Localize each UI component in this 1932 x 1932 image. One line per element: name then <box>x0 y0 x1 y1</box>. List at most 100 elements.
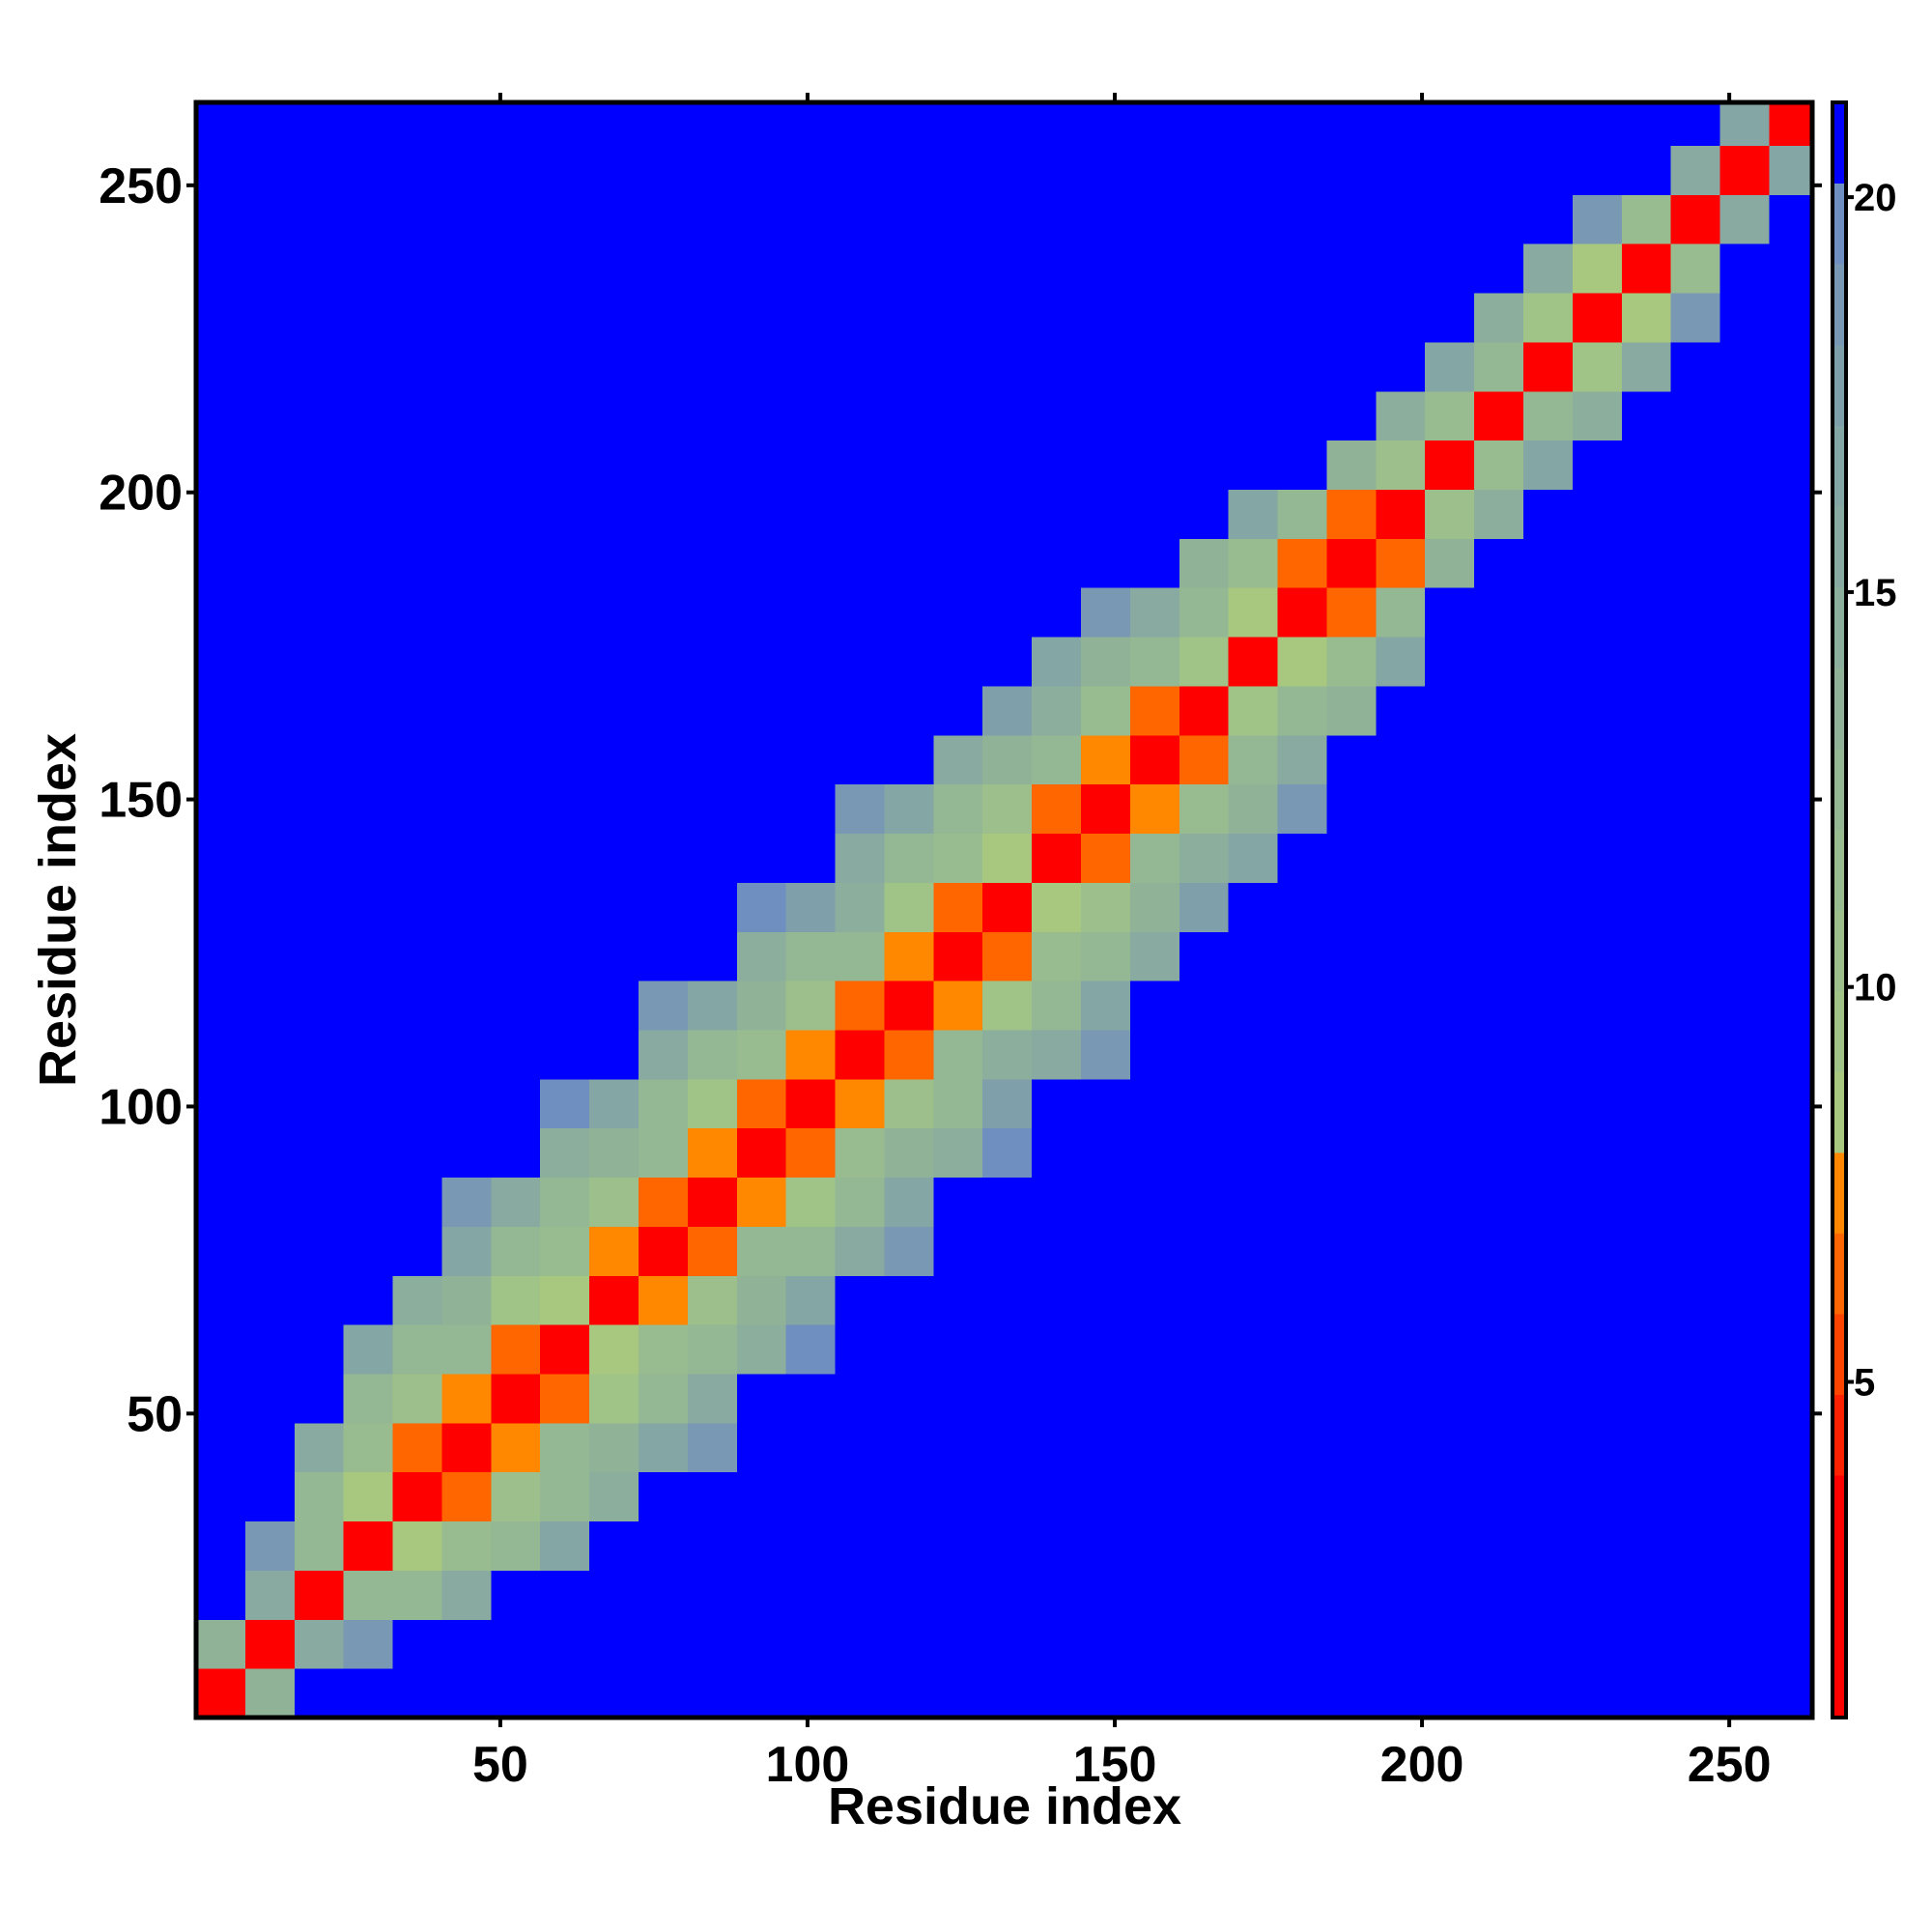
heatmap-cell <box>1081 1570 1131 1620</box>
heatmap-cell <box>244 783 296 835</box>
heatmap-cell <box>1179 1275 1230 1325</box>
heatmap-cell <box>835 1471 885 1522</box>
heatmap-cell <box>244 882 296 932</box>
heatmap-cell <box>244 341 296 392</box>
heatmap-cell <box>294 882 345 932</box>
heatmap-cell <box>1474 243 1524 294</box>
heatmap-cell <box>1081 637 1131 687</box>
heatmap-cell <box>687 1177 738 1227</box>
heatmap-cell <box>884 538 934 588</box>
heatmap-cell <box>1179 734 1230 785</box>
heatmap-cell <box>639 637 689 687</box>
heatmap-cell <box>1719 1471 1770 1522</box>
heatmap-cell <box>1032 243 1082 294</box>
heatmap-cell <box>1326 587 1377 638</box>
heatmap-cell <box>1769 489 1812 539</box>
heatmap-cell <box>294 1177 345 1227</box>
heatmap-cell <box>1425 1619 1475 1669</box>
heatmap-cell <box>1081 1177 1131 1227</box>
heatmap-cell <box>343 1422 394 1473</box>
heatmap-cell <box>1081 102 1131 147</box>
heatmap-cell <box>639 1127 689 1179</box>
heatmap-cell <box>1670 882 1721 932</box>
heatmap-cell <box>1179 1226 1230 1276</box>
heatmap-cell <box>1425 783 1475 835</box>
heatmap-cell <box>1376 783 1426 835</box>
heatmap-cell <box>589 102 639 147</box>
heatmap-cell <box>639 243 689 294</box>
heatmap-cell <box>294 1471 345 1522</box>
heatmap-cell <box>1572 1520 1623 1571</box>
heatmap-cell <box>1670 390 1721 441</box>
heatmap-cell <box>1032 1619 1082 1669</box>
heatmap-cell <box>441 1127 492 1179</box>
heatmap-cell <box>392 1619 442 1669</box>
heatmap-cell <box>1425 685 1475 736</box>
heatmap-cell <box>1572 1127 1623 1179</box>
heatmap-cell <box>687 1127 738 1179</box>
heatmap-cell <box>785 1127 837 1179</box>
heatmap-cell <box>1670 1520 1721 1571</box>
heatmap-cell <box>1228 783 1279 835</box>
heatmap-cell <box>540 243 590 294</box>
colorbar-band <box>1833 668 1846 750</box>
heatmap-cell <box>1474 1177 1524 1227</box>
heatmap-cell <box>540 980 590 1031</box>
heatmap-cell <box>1228 1520 1279 1571</box>
heatmap-cell <box>441 1471 492 1522</box>
heatmap-cell <box>196 587 246 638</box>
heatmap-cell <box>392 882 442 932</box>
heatmap-cell <box>540 1668 590 1718</box>
heatmap-cell <box>884 390 934 441</box>
heatmap-cell <box>1572 489 1623 539</box>
heatmap-cell <box>491 931 541 981</box>
heatmap-cell <box>589 538 639 588</box>
heatmap-cell <box>491 440 541 491</box>
heatmap-cell <box>785 1029 837 1080</box>
heatmap-cell <box>540 882 590 932</box>
heatmap-cell <box>982 102 1033 147</box>
heatmap-cell <box>1719 1177 1770 1227</box>
heatmap-cell <box>884 1078 934 1129</box>
y-tick-label: 50 <box>127 1386 183 1442</box>
heatmap-cell <box>1474 1520 1524 1571</box>
heatmap-cell <box>1769 1471 1812 1522</box>
heatmap-cell <box>244 1422 296 1473</box>
heatmap-cell <box>294 145 345 195</box>
heatmap-cell <box>294 1029 345 1080</box>
heatmap-cell <box>1179 1029 1230 1080</box>
heatmap-cell <box>884 1520 934 1571</box>
heatmap-cell <box>244 833 296 883</box>
heatmap-cell <box>1277 243 1327 294</box>
heatmap-cell <box>491 1471 541 1522</box>
y-tick-label: 250 <box>99 158 183 214</box>
heatmap-cell <box>736 102 787 147</box>
heatmap-cell <box>884 1373 934 1424</box>
heatmap-cell <box>294 1373 345 1424</box>
heatmap-cell <box>1326 1422 1377 1473</box>
heatmap-cell <box>639 145 689 195</box>
heatmap-cell <box>294 243 345 294</box>
heatmap-cell <box>491 1324 541 1375</box>
heatmap-cell <box>1523 587 1574 638</box>
heatmap-cell <box>1719 243 1770 294</box>
heatmap-cell <box>1228 1668 1279 1718</box>
heatmap-cell <box>491 194 541 244</box>
heatmap-cell <box>441 833 492 883</box>
heatmap-cell <box>392 1373 442 1424</box>
heatmap-cell <box>687 194 738 244</box>
heatmap-cell <box>835 1226 885 1276</box>
heatmap-cell <box>1523 931 1574 981</box>
heatmap-cell <box>1277 882 1327 932</box>
heatmap-cell <box>1474 538 1524 588</box>
heatmap-cell <box>1474 1471 1524 1522</box>
heatmap-cell <box>1621 685 1672 736</box>
heatmap-cell <box>1719 1029 1770 1080</box>
heatmap <box>196 102 1812 1718</box>
heatmap-cell <box>589 1177 639 1227</box>
heatmap-cell <box>1572 293 1623 343</box>
heatmap-cell <box>785 1078 837 1129</box>
heatmap-cell <box>441 489 492 539</box>
heatmap-cell <box>1670 587 1721 638</box>
heatmap-cell <box>441 1668 492 1718</box>
